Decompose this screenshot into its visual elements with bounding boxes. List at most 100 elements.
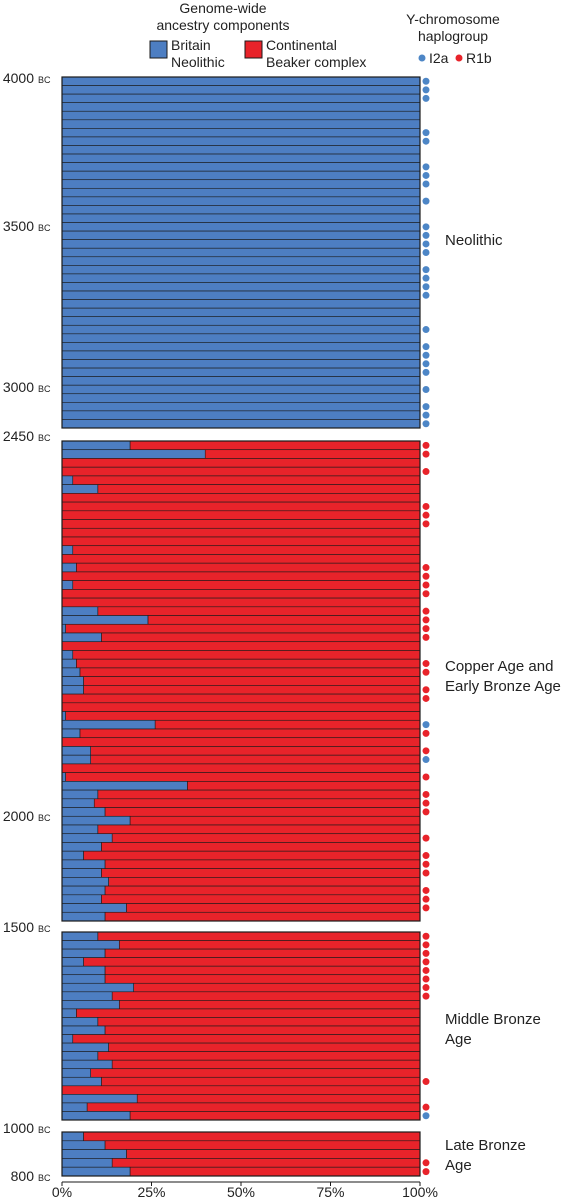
beaker-segment <box>61 641 421 651</box>
beaker-segment <box>104 807 421 817</box>
britain-neolithic-segment <box>61 419 421 429</box>
britain-neolithic-segment <box>61 222 421 232</box>
r1b-dot <box>422 949 430 957</box>
ancestry-legend-title-line2: ancestry components <box>156 17 289 33</box>
beaker-segment <box>104 965 421 976</box>
r1b-dot <box>422 932 430 940</box>
time-era-2450: BC <box>38 433 51 443</box>
britain-neolithic-segment <box>61 658 77 669</box>
beaker-segment <box>108 1042 421 1052</box>
britain-neolithic-segment <box>61 153 421 163</box>
r1b-dot <box>422 616 430 624</box>
bars-layer <box>61 76 421 1177</box>
time-axis: 4000 BC 3500 BC 3000 BC 2450 BC 2000 BC … <box>3 70 51 1184</box>
beaker-segment <box>129 1111 421 1121</box>
beaker-segment <box>79 667 421 677</box>
britain-neolithic-segment <box>61 1017 99 1027</box>
i2a-dot <box>422 231 430 239</box>
britain-neolithic-segment <box>61 1094 138 1104</box>
britain-neolithic-segment <box>61 903 127 913</box>
britain-neolithic-segment <box>61 1008 77 1018</box>
i2a-dot <box>422 420 430 428</box>
i2a-dot <box>422 266 430 274</box>
r1b-dot <box>422 904 430 912</box>
beaker-segment <box>72 580 421 590</box>
beaker-segment <box>61 466 421 477</box>
britain-neolithic-segment <box>61 1140 106 1150</box>
britain-neolithic-segment <box>61 632 102 643</box>
r1b-dot <box>422 886 430 894</box>
i2a-dot <box>422 385 430 393</box>
britain-neolithic-segment <box>61 247 421 258</box>
britain-neolithic-segment <box>61 402 421 412</box>
beaker-segment <box>111 1059 421 1070</box>
r1b-dot <box>422 590 430 598</box>
britain-neolithic-segment <box>61 991 113 1001</box>
britain-neolithic-swatch <box>149 40 168 59</box>
britain-neolithic-segment <box>61 265 421 275</box>
britain-neolithic-segment <box>61 333 421 343</box>
x-tick-label: 75% <box>316 1184 344 1200</box>
beaker-segment <box>61 527 421 538</box>
x-tick-label: 0% <box>52 1184 72 1200</box>
britain-neolithic-segment <box>61 1051 99 1061</box>
time-era-3000: BC <box>38 384 51 394</box>
r1b-dot <box>422 468 430 476</box>
britain-neolithic-segment <box>61 562 77 573</box>
beaker-segment <box>129 440 421 451</box>
britain-neolithic-segment <box>61 102 421 112</box>
period-label-copper-age-line1: Copper Age and <box>445 658 553 675</box>
beaker-segment <box>97 606 421 616</box>
britain-neolithic-segment <box>61 754 91 765</box>
i2a-dot <box>422 756 430 764</box>
time-label-800: 800 <box>11 1168 35 1184</box>
i2a-dot <box>422 180 430 188</box>
beaker-segment <box>147 615 421 625</box>
time-label-1000: 1000 <box>3 1120 34 1136</box>
beaker-segment <box>126 1149 421 1159</box>
r1b-dot <box>422 834 430 842</box>
britain-neolithic-segment <box>61 213 421 223</box>
beaker-segment <box>72 650 421 660</box>
beaker-segment <box>61 493 421 503</box>
r1b-dot <box>422 966 430 974</box>
beaker-segment <box>97 824 421 835</box>
r1b-dot <box>422 572 430 580</box>
beaker-segment <box>111 991 421 1001</box>
r1b-dot <box>422 1103 430 1111</box>
britain-neolithic-segment <box>61 230 421 240</box>
i2a-dot <box>422 77 430 85</box>
beaker-segment <box>61 597 421 608</box>
beaker-segment <box>61 589 421 599</box>
beaker-segment <box>126 903 421 913</box>
britain-neolithic-segment <box>61 299 421 309</box>
time-era-1500: BC <box>38 924 51 934</box>
r1b-dot <box>422 773 430 781</box>
britain-neolithic-segment <box>61 911 106 922</box>
beaker-segment <box>101 632 421 643</box>
r1b-dot <box>422 790 430 798</box>
r1b-dot <box>422 1168 430 1176</box>
britain-neolithic-segment <box>61 948 106 958</box>
i2a-dot <box>422 137 430 145</box>
britain-neolithic-segment <box>61 974 106 984</box>
britain-neolithic-segment <box>61 1068 91 1078</box>
britain-neolithic-segment <box>61 93 421 103</box>
r1b-dot <box>422 660 430 668</box>
r1b-legend-label: R1b <box>466 50 492 66</box>
britain-neolithic-segment <box>61 145 421 155</box>
time-era-2000: BC <box>38 813 51 823</box>
panel-frame <box>61 1131 421 1177</box>
britain-neolithic-segment <box>61 650 74 660</box>
britain-neolithic-segment <box>61 728 81 739</box>
x-tick-label: 50% <box>227 1184 255 1200</box>
time-label-3500: 3500 <box>3 218 34 234</box>
beaker-segment <box>61 458 421 468</box>
britain-neolithic-segment <box>61 815 131 826</box>
r1b-dot <box>422 895 430 903</box>
beaker-complex-swatch <box>244 40 263 59</box>
haplogroup-legend: Y-chromosome haplogroup I2a R1b <box>406 11 500 66</box>
r1b-dot <box>422 633 430 641</box>
beaker-segment <box>61 737 421 747</box>
